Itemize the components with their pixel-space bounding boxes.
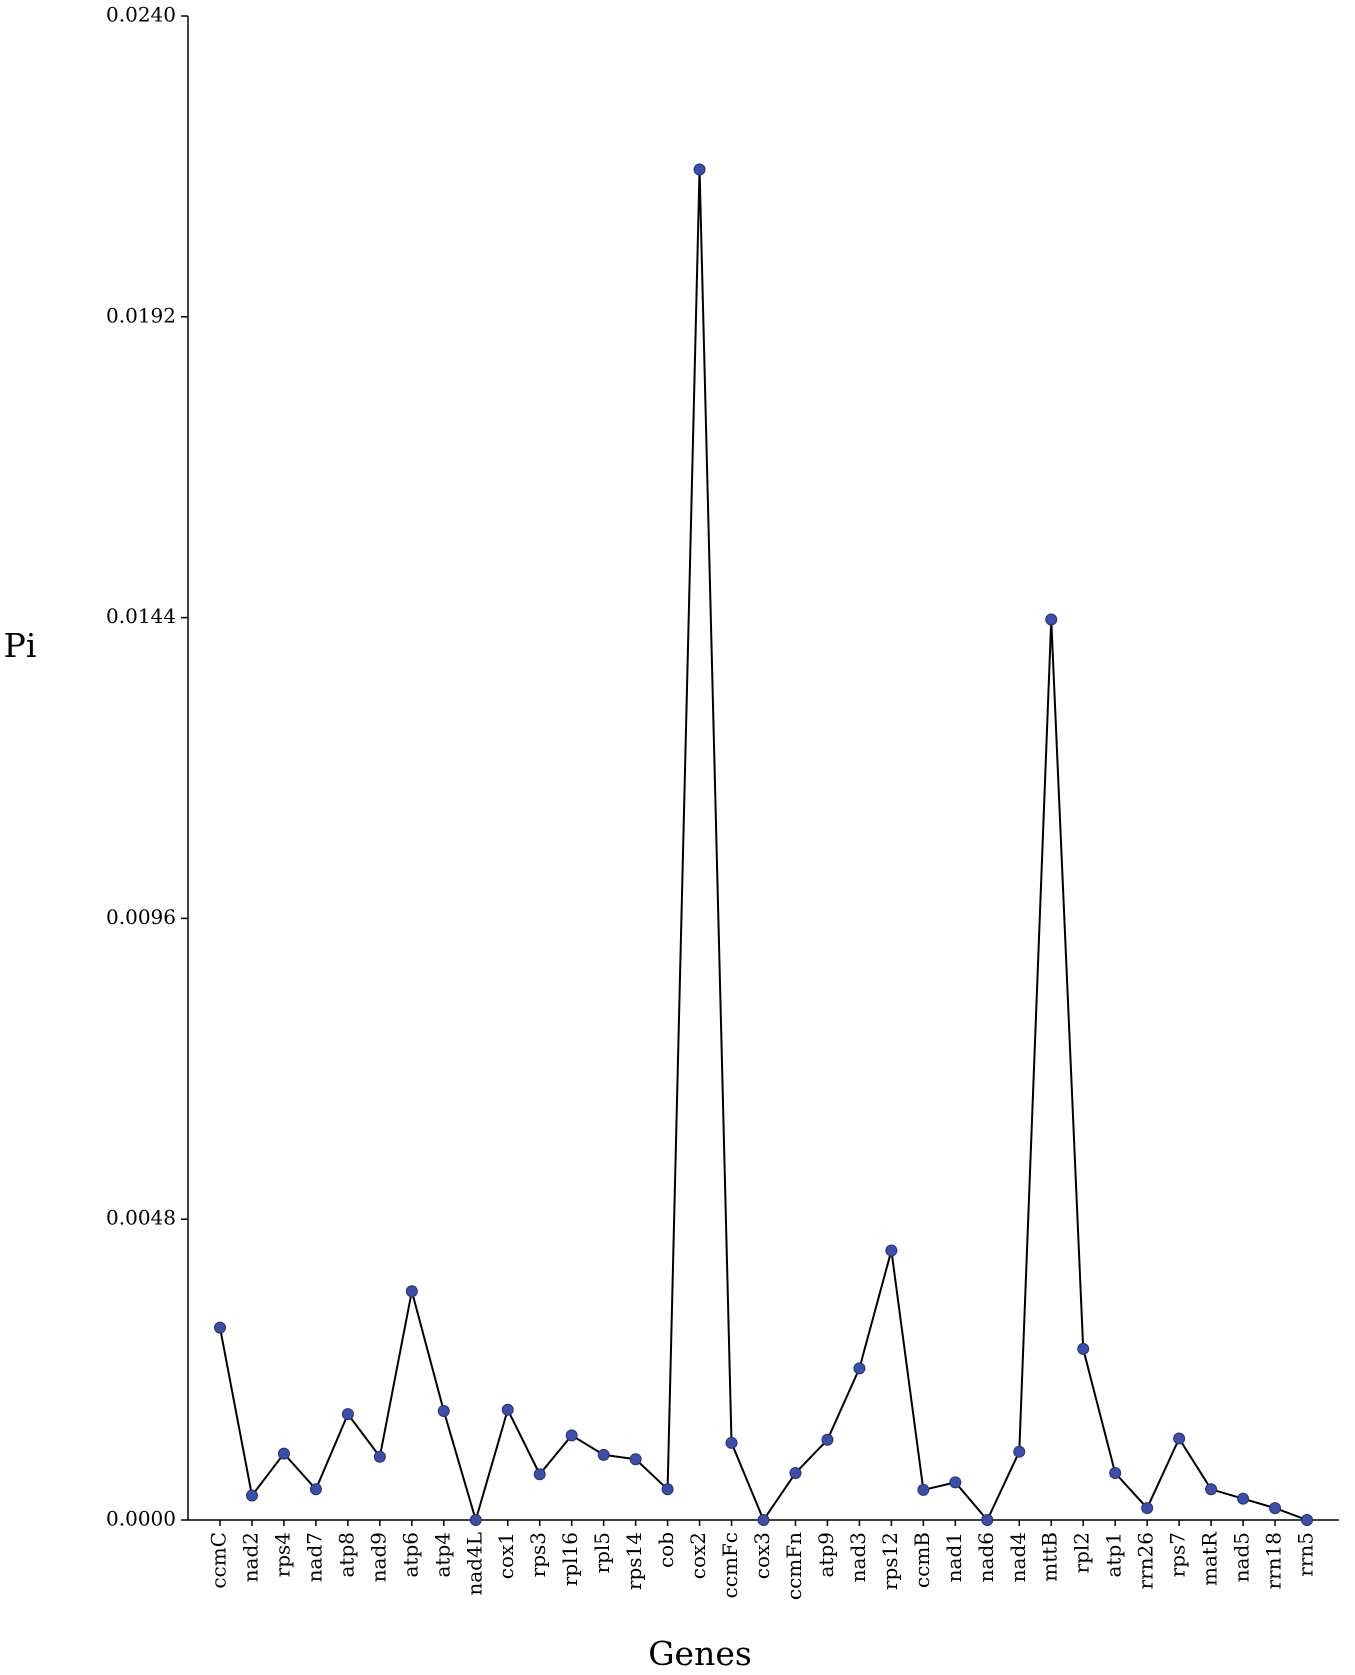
data-point [1173,1432,1186,1445]
data-point [1205,1483,1218,1496]
x-tick-label: mttB [1038,1532,1062,1582]
data-point [565,1429,578,1442]
data-point [1269,1502,1282,1515]
x-tick-label: matR [1198,1531,1222,1586]
x-tick-label: atp4 [430,1532,454,1578]
data-point [949,1476,962,1489]
data-point [885,1244,898,1257]
x-tick-label: cox3 [750,1532,774,1579]
x-tick-label: nad9 [366,1532,390,1582]
x-tick-label: ccmC [207,1532,231,1589]
y-tick-label: 0.0096 [106,905,176,929]
data-point [629,1453,642,1466]
x-tick-label: nad4L [462,1532,486,1596]
y-tick-label: 0.0144 [106,604,176,628]
data-point [725,1436,738,1449]
x-tick-label: ccmFn [782,1532,806,1600]
x-tick-label: ccmB [910,1532,934,1588]
x-tick-label: nad5 [1230,1532,1254,1582]
data-point [1013,1445,1026,1458]
data-point [1109,1467,1122,1479]
data-point [309,1483,322,1496]
x-tick-label: rrn18 [1262,1532,1286,1589]
data-point [597,1448,610,1461]
x-tick-label: nad4 [1006,1532,1030,1582]
data-point [1077,1342,1090,1355]
data-point [214,1321,226,1334]
data-point [245,1489,258,1502]
x-tick-label: rps3 [526,1532,550,1577]
x-tick-label: rps7 [1166,1532,1190,1577]
x-tick-label: cob [654,1532,678,1568]
data-point [405,1285,418,1298]
x-tick-label: rps14 [622,1532,646,1590]
data-point [821,1433,834,1446]
data-point [501,1403,514,1416]
data-point [1301,1514,1313,1526]
x-tick-label: nad2 [238,1532,262,1582]
y-tick-label: 0.0000 [106,1507,176,1531]
data-point [437,1404,450,1417]
x-tick-label: rps12 [878,1532,902,1590]
data-point [373,1450,386,1463]
data-point [1237,1492,1250,1505]
data-point [469,1514,482,1526]
data-point [341,1408,354,1421]
y-axis-title: Pi [4,626,37,665]
series-line [219,169,1308,1524]
x-tick-label: cox2 [686,1532,710,1579]
data-point [853,1362,866,1375]
data-point [917,1483,930,1496]
x-tick-label: nad6 [974,1532,998,1582]
x-tick-label: rrn26 [1134,1532,1158,1589]
x-tick-label: atp6 [398,1532,422,1578]
x-tick-label: rrn5 [1294,1532,1318,1577]
data-point [693,163,706,176]
data-point [533,1468,546,1481]
data-point [789,1467,802,1479]
data-point [277,1447,290,1460]
x-tick-label: cox1 [494,1532,518,1579]
x-tick-label: nad1 [942,1532,966,1582]
x-tick-label: ccmFc [718,1532,742,1598]
x-tick-label: nad3 [846,1532,870,1582]
data-point [757,1514,770,1526]
x-tick-label: rpl5 [590,1532,614,1573]
x-tick-label: nad7 [302,1532,326,1582]
x-tick-label: rpl2 [1070,1532,1094,1573]
data-point [1045,613,1058,626]
x-tick-label: atp8 [334,1532,358,1578]
x-tick-label: rps4 [270,1532,294,1577]
y-tick-label: 0.0240 [106,3,176,27]
data-point [1141,1502,1154,1515]
x-tick-label: atp9 [814,1532,838,1578]
y-tick-label: 0.0192 [106,303,176,327]
data-point [661,1483,674,1496]
x-tick-label: rpl16 [558,1532,582,1586]
x-axis-title: Genes [648,1634,752,1673]
y-tick-label: 0.0048 [106,1206,176,1230]
x-tick-label: atp1 [1102,1532,1126,1578]
data-point [981,1514,994,1526]
